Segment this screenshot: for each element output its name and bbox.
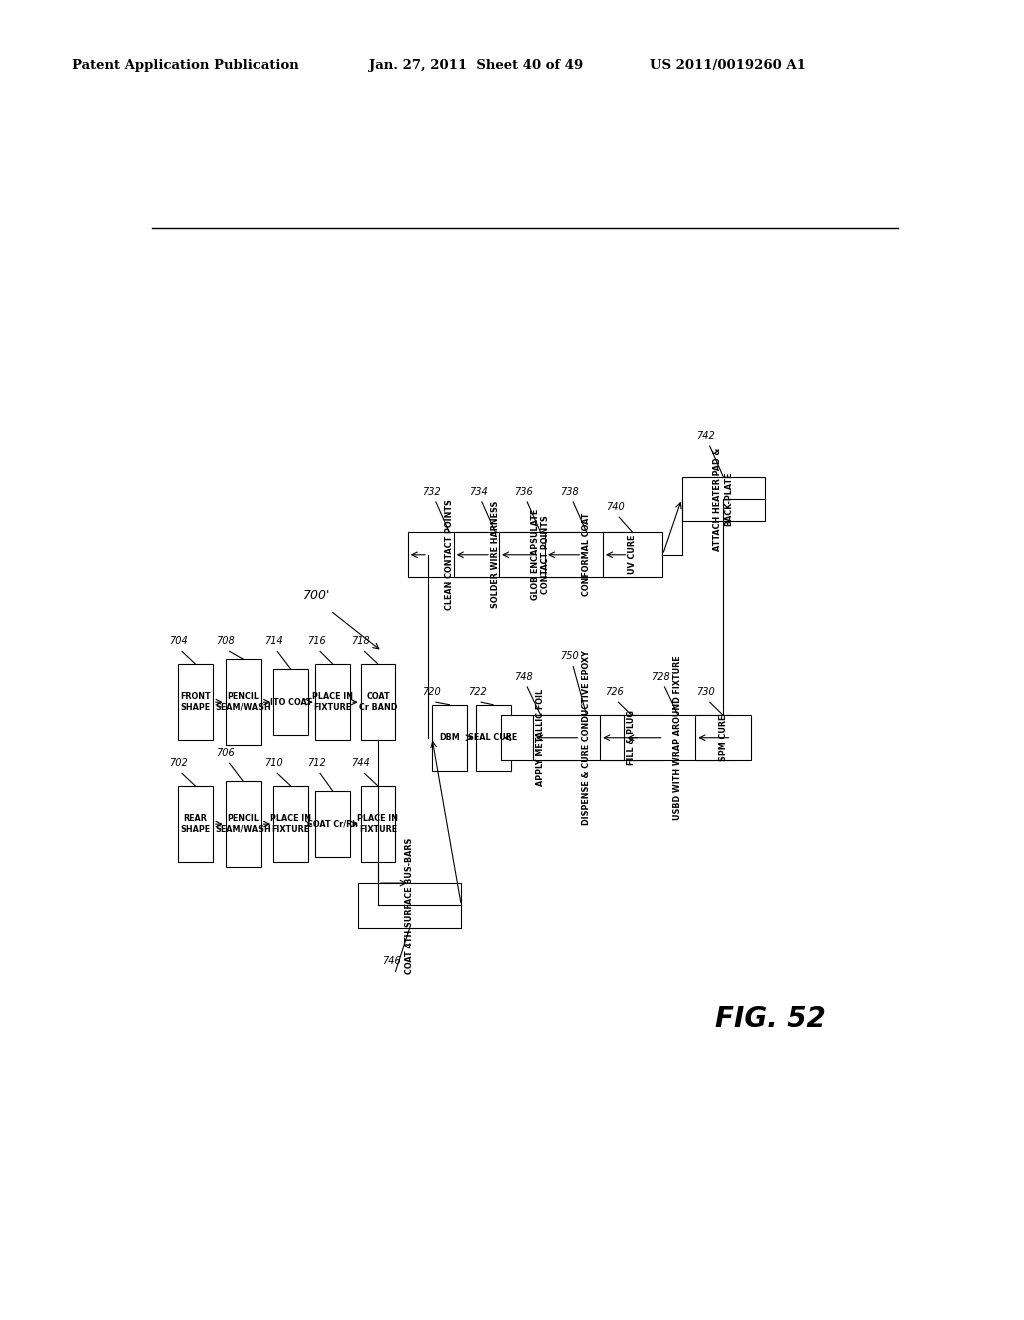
Text: 702: 702 [169,758,187,768]
Text: DISPENSE & CURE CONDUCTIVE EPOXY: DISPENSE & CURE CONDUCTIVE EPOXY [583,651,591,825]
Text: USBD WITH WRAP AROUND FIXTURE: USBD WITH WRAP AROUND FIXTURE [674,656,682,820]
Bar [545,532,629,577]
Bar [178,664,213,741]
Text: APPLY METALLIC FOIL: APPLY METALLIC FOIL [537,689,545,787]
Bar [273,785,308,862]
Text: COAT 4TH SURFACE BUS-BARS: COAT 4TH SURFACE BUS-BARS [406,837,415,974]
Text: 744: 744 [351,758,370,768]
Text: SPM CURE: SPM CURE [719,714,728,760]
Text: US 2011/0019260 A1: US 2011/0019260 A1 [650,59,806,73]
Text: 740: 740 [606,502,625,512]
Text: 716: 716 [307,636,326,647]
Bar [600,715,664,760]
Text: DBM: DBM [439,733,460,742]
Bar [534,715,640,760]
Text: PLACE IN
FIXTURE: PLACE IN FIXTURE [357,814,398,834]
Bar [225,659,260,746]
Text: FIG. 52: FIG. 52 [715,1005,826,1032]
Bar [273,669,308,735]
Bar [225,781,260,867]
Text: PLACE IN
FIXTURE: PLACE IN FIXTURE [312,693,353,711]
Bar [360,785,395,862]
Text: 742: 742 [696,430,715,441]
Bar [454,532,538,577]
Text: ITO COAT: ITO COAT [269,698,311,706]
Text: ATTACH HEATER PAD &
BACK-PLATE: ATTACH HEATER PAD & BACK-PLATE [714,447,733,550]
Bar [625,715,731,760]
Text: FILL & PLUG: FILL & PLUG [628,710,637,766]
Bar [408,532,492,577]
Text: 706: 706 [216,748,234,758]
Text: 718: 718 [351,636,370,647]
Bar [432,705,467,771]
Text: 712: 712 [307,758,326,768]
Text: 732: 732 [423,487,441,496]
Text: 720: 720 [423,686,441,697]
Bar [603,532,663,577]
Text: 726: 726 [605,686,624,697]
Text: 748: 748 [514,672,532,681]
Text: SOLDER WIRE HARNESS: SOLDER WIRE HARNESS [490,502,500,609]
Bar [360,664,395,741]
Text: Patent Application Publication: Patent Application Publication [72,59,298,73]
Text: 750: 750 [560,652,579,661]
Text: CONFORMAL COAT: CONFORMAL COAT [583,513,591,597]
Text: 734: 734 [469,487,487,496]
Bar [501,715,581,760]
Text: PENCIL
SEAM/WASH: PENCIL SEAM/WASH [215,693,271,711]
Text: UV CURE: UV CURE [629,535,637,574]
Text: PLACE IN
FIXTURE: PLACE IN FIXTURE [270,814,311,834]
Bar [315,791,350,857]
Text: SEAL CURE: SEAL CURE [468,733,518,742]
Text: 714: 714 [264,636,283,647]
Text: 704: 704 [169,636,187,647]
Text: COAT
Cr BAND: COAT Cr BAND [358,693,397,711]
Text: Jan. 27, 2011  Sheet 40 of 49: Jan. 27, 2011 Sheet 40 of 49 [369,59,583,73]
Bar [499,532,583,577]
Text: 736: 736 [514,487,532,496]
Text: 746: 746 [382,957,400,966]
Bar [358,883,461,928]
Text: COAT Cr/Rh: COAT Cr/Rh [307,820,358,829]
Text: CLEAN CONTACT POINTS: CLEAN CONTACT POINTS [444,499,454,610]
Text: REAR
SHAPE: REAR SHAPE [180,814,211,834]
Bar [315,664,350,741]
Bar [178,785,213,862]
Text: 738: 738 [560,487,579,496]
Bar [695,715,751,760]
Text: FRONT
SHAPE: FRONT SHAPE [180,693,211,711]
Text: 700': 700' [303,589,330,602]
Text: 730: 730 [696,686,715,697]
Text: 708: 708 [216,636,234,647]
Bar [682,477,765,521]
Text: 710: 710 [264,758,283,768]
Text: GLOB ENCAPSULATE
CONTACT POINTS: GLOB ENCAPSULATE CONTACT POINTS [531,510,550,601]
Bar [475,705,511,771]
Text: 728: 728 [651,672,670,681]
Text: 722: 722 [468,686,486,697]
Text: PENCIL
SEAM/WASH: PENCIL SEAM/WASH [215,814,271,834]
